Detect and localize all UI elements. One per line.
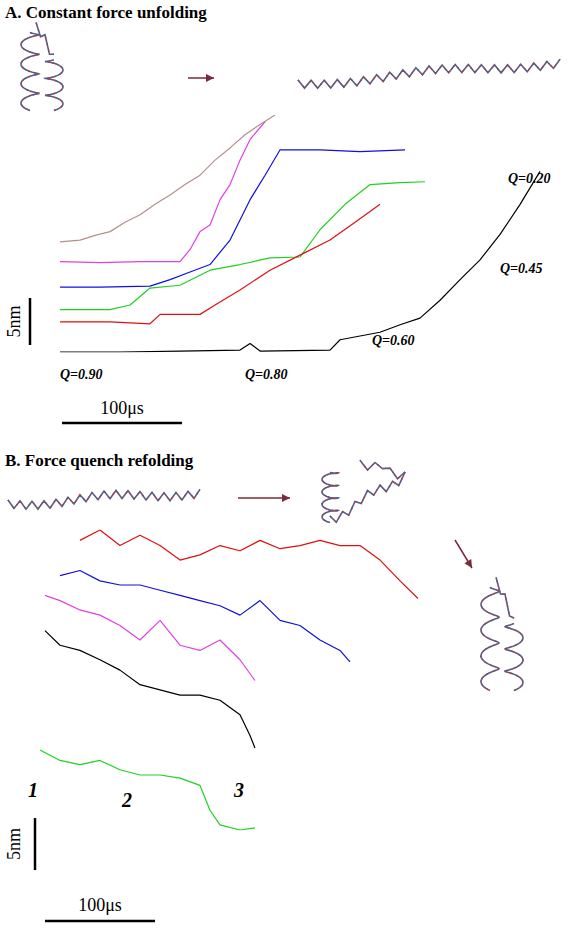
svg-text:5nm: 5nm [4,305,24,337]
svg-text:100μs: 100μs [100,398,144,418]
svg-text:A. Constant force unfolding: A. Constant force unfolding [5,3,207,22]
svg-text:1: 1 [28,779,38,801]
svg-text:5nm: 5nm [4,828,24,860]
svg-text:Q=0.90: Q=0.90 [60,367,103,382]
svg-text:2: 2 [121,789,132,811]
svg-text:Q=0.20: Q=0.20 [508,171,551,186]
svg-text:B. Force quench refolding: B. Force quench refolding [5,451,194,470]
svg-text:Q=0.60: Q=0.60 [372,333,415,348]
svg-text:Q=0.80: Q=0.80 [245,367,288,382]
svg-text:3: 3 [233,779,244,801]
svg-text:100μs: 100μs [78,895,122,915]
svg-text:Q=0.45: Q=0.45 [500,261,543,276]
